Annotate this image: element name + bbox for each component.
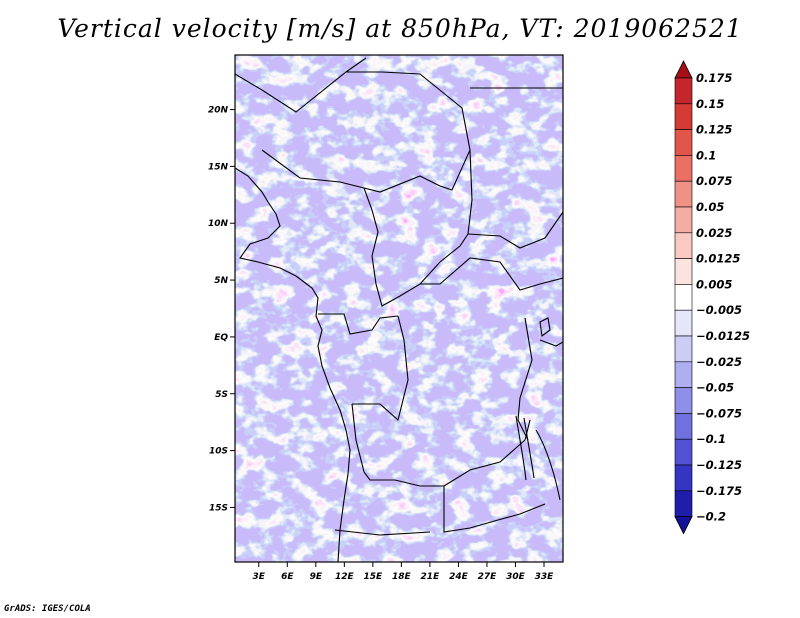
- colorbar-swatch: [674, 206, 693, 234]
- colorbar-swatch: [674, 284, 693, 311]
- colorbar-label: 0.0125: [696, 252, 740, 266]
- border: [539, 339, 563, 347]
- colorbar-label: 0.075: [696, 174, 732, 188]
- colorbar-swatch: [674, 155, 693, 182]
- colorbar-swatch: [674, 232, 693, 259]
- border: [261, 149, 471, 193]
- x-tick-label: 9E: [310, 572, 323, 582]
- colorbar-label: 0.125: [696, 123, 732, 137]
- plot-frame: [234, 54, 564, 563]
- coastline: [235, 167, 351, 562]
- footer-credit: GrADS: IGES/COLA: [4, 604, 91, 614]
- x-tick-label: 6E: [281, 572, 294, 582]
- border: [419, 233, 469, 285]
- x-tick-label: 24E: [449, 572, 469, 582]
- y-tick-label: 20N: [208, 106, 229, 116]
- colorbar-swatch: [674, 464, 693, 492]
- x-tick-label: 12E: [335, 572, 355, 582]
- colorbar-label: 0.1: [696, 148, 716, 162]
- colorbar-swatch: [674, 490, 693, 517]
- colorbar-swatch: [674, 258, 693, 285]
- lake: [535, 429, 561, 501]
- border: [334, 529, 431, 536]
- x-axis: 3E 6E 9E 12E 15E 18E 21E 24E 27E 30E 33E: [253, 562, 555, 582]
- border: [318, 313, 399, 335]
- y-tick-label: 15N: [208, 162, 229, 172]
- lake: [515, 415, 535, 481]
- x-tick-label: 21E: [421, 572, 441, 582]
- y-tick-label: 5N: [214, 276, 228, 286]
- colorbar-label: 0.175: [696, 71, 732, 85]
- colorbar-label: 0.005: [696, 277, 732, 291]
- colorbar-label: 0.025: [696, 226, 732, 240]
- x-tick-label: 15E: [364, 572, 384, 582]
- colorbar-swatch: [674, 180, 693, 208]
- country-borders: [235, 57, 563, 562]
- lake: [539, 317, 551, 337]
- border: [467, 211, 563, 249]
- border: [351, 403, 546, 533]
- colorbar-swatch: [674, 129, 693, 156]
- colorbar-extend-top: [674, 60, 693, 79]
- x-tick-label: 27E: [478, 572, 498, 582]
- x-tick-label: 18E: [392, 572, 412, 582]
- colorbar-swatch: [674, 438, 693, 466]
- colorbar-label: −0.175: [696, 484, 742, 498]
- colorbar-label: −0.0125: [696, 329, 750, 343]
- colorbar-label: −0.05: [696, 381, 734, 395]
- border: [235, 57, 367, 113]
- border: [346, 71, 473, 235]
- y-axis: 20N 15N 10N 5N EQ 5S 10S 15S: [208, 106, 235, 513]
- x-tick-label: 30E: [506, 572, 526, 582]
- colorbar-label: −0.025: [696, 355, 742, 369]
- colorbar-label: 0.15: [696, 97, 724, 111]
- colorbar-label: −0.075: [696, 406, 742, 420]
- colorbar: 0.175 0.15 0.125 0.1 0.075 0.05 0.025 0.0125 0.0…: [674, 60, 750, 535]
- border: [363, 187, 563, 307]
- colorbar-swatch: [674, 413, 693, 440]
- x-tick-label: 3E: [253, 572, 266, 582]
- chart-title: Vertical velocity [m/s] at 850hPa, VT: 2…: [57, 14, 743, 43]
- y-tick-label: 10S: [209, 447, 228, 457]
- colorbar-swatch: [674, 387, 693, 414]
- y-tick-label: 15S: [209, 503, 228, 513]
- colorbar-swatch: [674, 361, 693, 388]
- colorbar-extend-bottom: [674, 516, 693, 535]
- y-tick-label: EQ: [214, 333, 228, 343]
- y-tick-label: 10N: [208, 219, 229, 229]
- heatmap-field: [235, 55, 563, 562]
- colorbar-label: 0.05: [696, 200, 724, 214]
- border: [517, 317, 533, 441]
- colorbar-swatch: [674, 103, 693, 130]
- colorbar-label: −0.125: [696, 458, 742, 472]
- colorbar-swatch: [674, 335, 693, 363]
- colorbar-label: −0.005: [696, 303, 742, 317]
- border: [352, 315, 409, 422]
- x-tick-label: 33E: [535, 572, 555, 582]
- colorbar-swatch: [674, 77, 693, 105]
- colorbar-label: −0.2: [696, 510, 726, 524]
- y-tick-label: 5S: [215, 390, 228, 400]
- colorbar-swatch: [674, 309, 693, 337]
- colorbar-label: −0.1: [696, 432, 726, 446]
